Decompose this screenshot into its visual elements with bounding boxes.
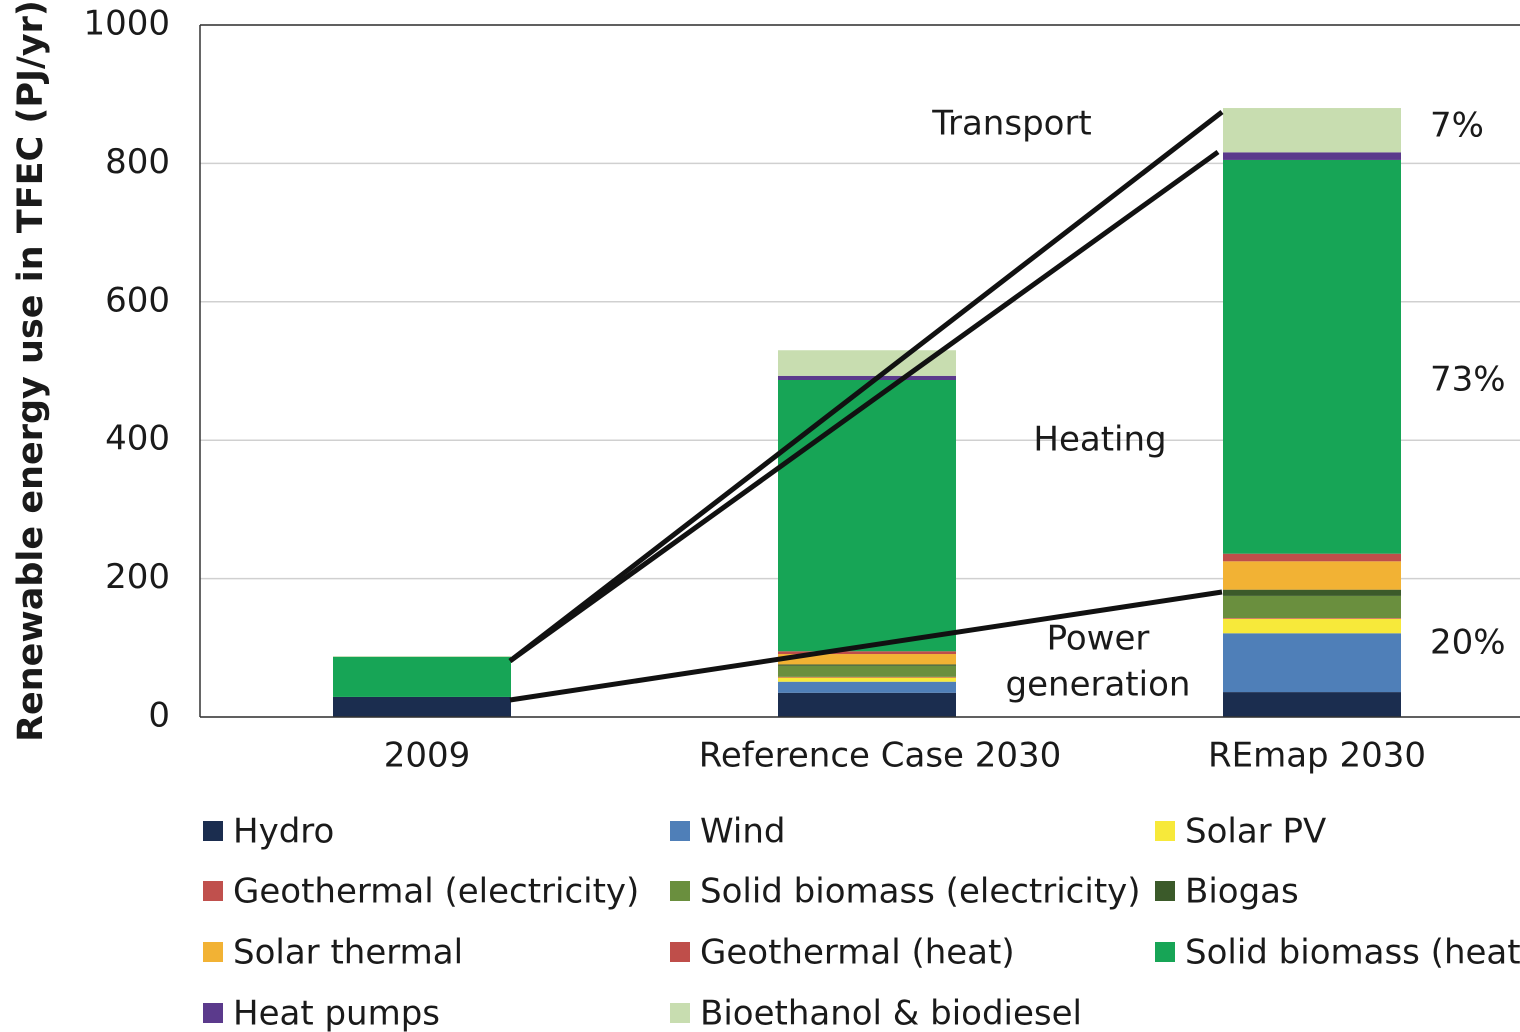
bar-segment [1223,553,1401,562]
legend-swatch [670,881,690,901]
bar-segment [1223,618,1401,634]
annotation: 7% [1430,106,1484,146]
x-tick-label: 2009 [384,736,471,776]
y-tick-label: 800 [105,142,170,182]
bar-segment [1223,152,1401,160]
legend-swatch [670,821,690,841]
bar-segment [778,664,956,666]
y-tick-label: 400 [105,419,170,459]
legend-label: Solar thermal [233,933,463,973]
bar-segment [778,681,956,693]
connector-line [508,149,1220,664]
bar-segment [1223,692,1401,717]
bar-segment [778,350,956,376]
legend-label: Solid biomass (electricity) [700,872,1141,912]
annotation: 73% [1430,360,1506,400]
annotation: Transport [931,104,1092,144]
labels: 0 200 400 600 800 1000 2009 Reference Case 2030… [83,4,1520,1032]
legend-label: Bioethanol & biodiesel [700,994,1082,1032]
bar-segment [1223,589,1401,596]
legend-swatch [203,881,223,901]
legend-swatch [203,942,223,962]
legend-swatch [203,821,223,841]
legend-swatch [670,942,690,962]
bar-segment [1223,159,1401,554]
bar-segment [333,656,511,697]
legend-label: Solid biomass (heat) [1185,933,1520,973]
y-axis-label: Renewable energy use in TFEC (PJ/yr) [11,0,51,742]
legend-swatch [1155,942,1175,962]
y-tick-label: 0 [148,696,170,736]
x-tick-label: Reference Case 2030 [699,736,1062,776]
legend-label: Solar PV [1185,812,1326,852]
bar-segment [778,677,956,682]
legend-swatch [203,1003,223,1023]
y-tick-label: 1000 [83,4,170,44]
bar-segment [333,696,511,717]
bar-segment [778,665,956,677]
y-tick-label: 200 [105,557,170,597]
bar-segment [1223,595,1401,619]
connector-line [509,589,1223,703]
legend-swatch [1155,821,1175,841]
legend-label: Hydro [233,812,334,852]
legend-label: Geothermal (electricity) [233,872,639,912]
connectors [508,110,1224,703]
bar-segment [778,676,956,678]
legend-label: Heat pumps [233,994,440,1032]
annotation: generation [1006,665,1191,705]
annotation: Heating [1033,420,1166,460]
legend-label: Biogas [1185,872,1299,912]
annotation: Power [1047,619,1150,659]
bar-segment [778,375,956,380]
legend-label: Wind [700,812,785,852]
x-tick-label: REmap 2030 [1208,736,1426,776]
connector-line [508,110,1224,663]
bar-segment [333,656,511,657]
legend-swatch [670,1003,690,1023]
bar-segment [778,654,956,665]
bar-segment [1223,618,1401,619]
bar-segment [1223,108,1401,153]
bar-segment [1223,561,1401,590]
bar-segment [778,692,956,717]
bar-segment [778,379,956,652]
bar-segment [1223,633,1401,693]
legend-label: Geothermal (heat) [700,933,1015,973]
bars [333,108,1401,717]
y-tick-label: 600 [105,280,170,320]
annotation: 20% [1430,623,1506,663]
bar-segment [778,651,956,655]
legend-swatch [1155,881,1175,901]
